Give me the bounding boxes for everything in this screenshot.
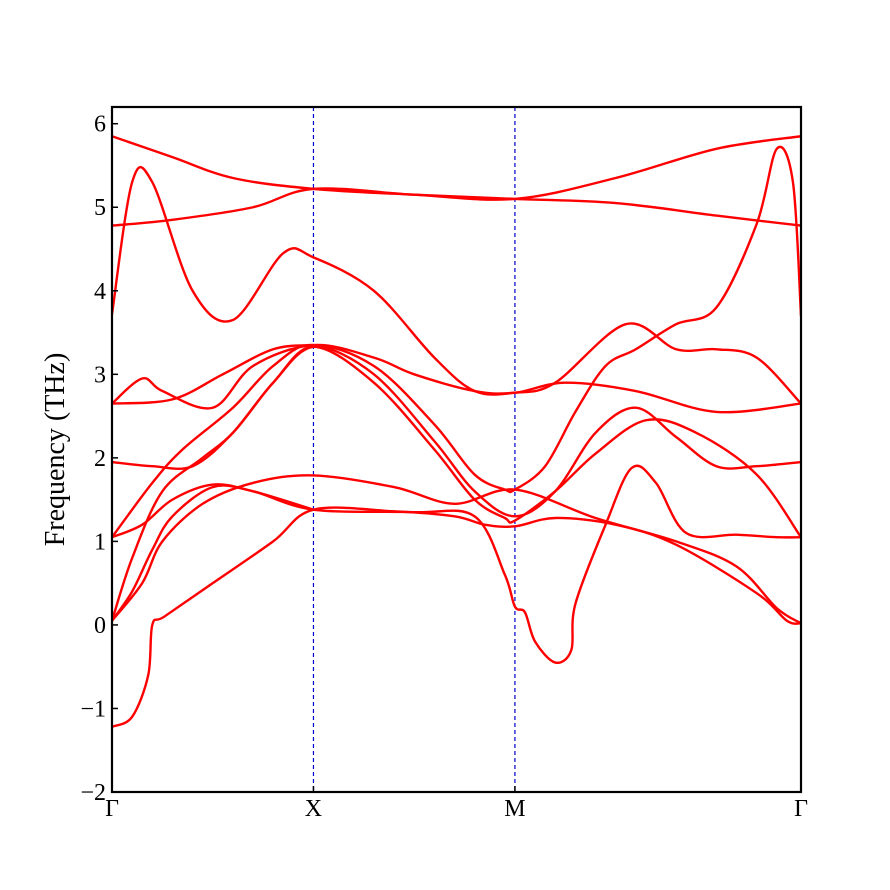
y-tick-label: 5 (94, 195, 106, 221)
band-6 (112, 343, 801, 539)
plot-background (112, 107, 801, 792)
high-symmetry-lines (312, 107, 516, 792)
y-tick-label: 3 (94, 362, 106, 388)
band-2 (112, 464, 801, 664)
y-tick-label: 0 (94, 613, 106, 639)
y-tick-label: −2 (80, 780, 106, 806)
band-5 (112, 345, 801, 622)
y-tick-label: 1 (94, 529, 106, 555)
band-9 (112, 343, 315, 405)
band-series-group (112, 135, 801, 729)
band-4 (112, 474, 801, 625)
band-8 (112, 343, 801, 414)
band-12 (112, 135, 801, 201)
x-tick-label: Γ (794, 796, 808, 822)
plot-frame (110, 105, 803, 794)
band-3 (112, 483, 315, 539)
axes-frame (110, 105, 803, 794)
y-tick-label: −1 (80, 696, 106, 722)
y-tick-label: 4 (94, 279, 106, 305)
x-tick-label: M (504, 796, 525, 822)
y-axis-title: Frequency (THz) (40, 353, 71, 547)
y-axis-ticks: −2 −1 0 1 2 3 4 5 6 (80, 112, 118, 806)
plot-area (112, 107, 801, 792)
x-tick-label: Γ (105, 796, 119, 822)
x-tick-label: X (305, 796, 322, 822)
band-1 (112, 506, 801, 729)
band-7 (112, 145, 801, 494)
y-tick-label: 2 (94, 446, 106, 472)
y-tick-label: 6 (94, 112, 106, 138)
